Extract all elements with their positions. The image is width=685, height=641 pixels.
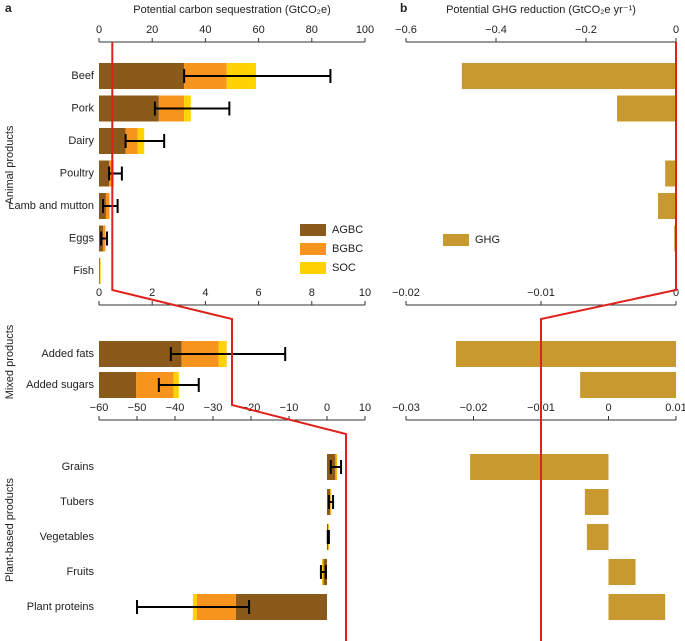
bar [99,341,182,367]
x-tick-label: 0 [605,402,611,414]
x-tick-label: −0.02 [460,402,488,414]
x-tick-label: −0.03 [392,402,420,414]
x-tick-label: 0 [673,24,679,36]
x-tick-label: 0 [96,24,102,36]
x-tick-label: 40 [199,24,211,36]
x-tick-label: 0 [96,287,102,299]
bar [608,594,666,620]
x-tick-label: −60 [90,402,109,414]
reference-line [540,42,677,641]
y-tick-label: Dairy [68,135,94,147]
reference-line [111,42,347,641]
x-tick-label: 8 [309,287,315,299]
bar [99,372,137,398]
x-tick-label: −30 [204,402,223,414]
x-tick-label: −40 [166,402,185,414]
legend-swatch [443,234,469,246]
group-label: Mixed products [4,324,16,399]
x-tick-label: 100 [356,24,374,36]
x-tick-label: 80 [306,24,318,36]
x-tick-label: −50 [128,402,147,414]
group-label: Plant-based products [4,478,16,582]
legend-label: SOC [332,262,356,274]
y-tick-label: Fish [73,265,94,277]
x-tick-label: 60 [252,24,264,36]
x-tick-label: 20 [146,24,158,36]
x-tick-label: −0.6 [395,24,417,36]
y-tick-label: Added fats [41,348,94,360]
bar [658,193,676,219]
x-tick-label: 0.01 [665,402,685,414]
x-tick-label: −0.2 [575,24,597,36]
x-tick-label: −10 [280,402,299,414]
x-axis-title: Potential GHG reduction (GtCO₂e yr⁻¹) [446,4,636,16]
legend-label: GHG [475,234,500,246]
bar [455,341,676,367]
group-label: Animal products [4,125,16,204]
x-tick-label: 4 [202,287,208,299]
y-tick-label: Added sugars [26,379,94,391]
x-tick-label: 10 [359,402,371,414]
legend-swatch [300,262,326,274]
bar [470,454,609,480]
y-tick-label: Beef [71,70,95,82]
legend-label: BGBC [332,243,363,255]
y-tick-label: Vegetables [40,531,95,543]
y-tick-label: Lamb and mutton [8,200,94,212]
y-tick-label: Plant proteins [27,601,95,613]
y-tick-label: Fruits [67,566,95,578]
x-tick-label: 0 [673,287,679,299]
x-tick-label: 6 [256,287,262,299]
x-tick-label: −0.4 [485,24,507,36]
bar [461,63,676,89]
y-tick-label: Grains [62,461,95,473]
y-tick-label: Poultry [60,167,95,179]
legend-swatch [300,224,326,236]
legend-label: AGBC [332,224,363,236]
bar [99,258,100,284]
bar [580,372,676,398]
bar [584,489,609,515]
bar [235,594,327,620]
panel-label: a [5,1,12,15]
y-tick-label: Pork [71,102,94,114]
x-tick-label: 2 [149,287,155,299]
legend-swatch [300,243,326,255]
bar [617,95,676,122]
panel-label: b [400,1,407,15]
bar [99,160,110,187]
bar [99,95,159,122]
bar [665,160,676,187]
bar [608,559,636,585]
bar [100,258,101,284]
x-tick-label: 0 [324,402,330,414]
y-tick-label: Eggs [69,232,95,244]
y-tick-label: Tubers [60,496,94,508]
bar [586,524,609,550]
x-axis-title: Potential carbon sequestration (GtCO₂e) [133,4,330,16]
x-tick-label: 10 [359,287,371,299]
x-tick-label: −0.02 [392,287,420,299]
x-tick-label: −0.01 [527,287,555,299]
